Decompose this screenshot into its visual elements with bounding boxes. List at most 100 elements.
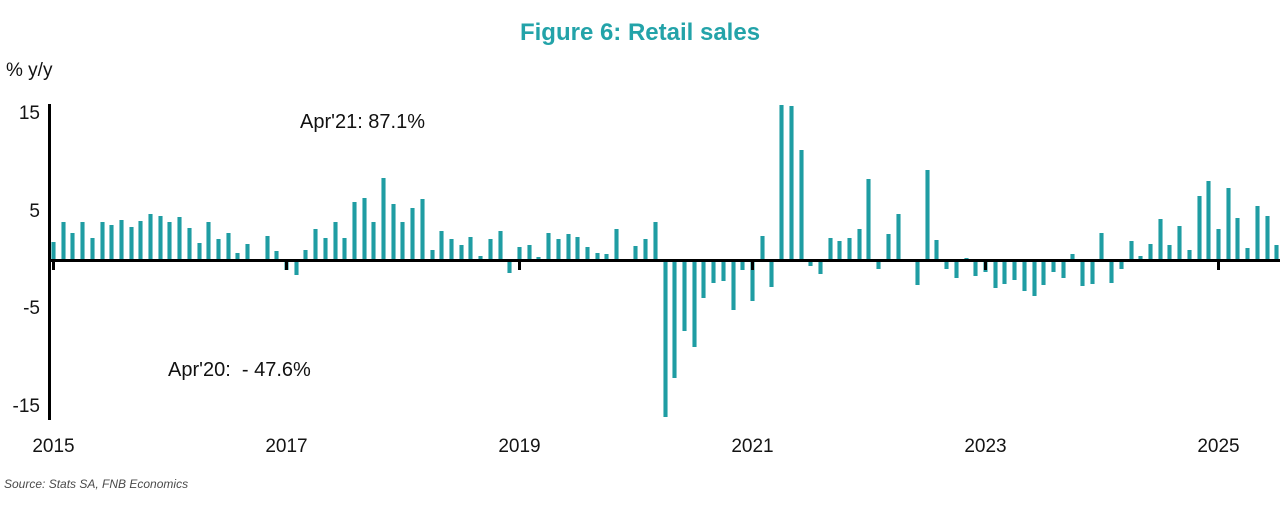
bar-2020-06 — [682, 260, 688, 331]
bar-2021-10 — [837, 241, 843, 261]
bar-2023-11 — [1080, 260, 1086, 286]
bar-2025-02 — [1225, 188, 1231, 261]
bar-2022-12 — [973, 260, 979, 277]
bar-2022-09 — [944, 260, 950, 270]
y-axis-spine — [48, 104, 51, 420]
bar-2017-02 — [293, 260, 299, 276]
bar-2018-07 — [458, 244, 464, 261]
bar-2019-02 — [526, 244, 532, 261]
bar-2016-09 — [245, 243, 251, 261]
bar-2022-01 — [866, 178, 872, 261]
bar-2025-03 — [1235, 217, 1241, 261]
bar-2021-03 — [769, 260, 775, 287]
bar-2021-11 — [847, 238, 853, 261]
bar-2022-04 — [895, 213, 901, 261]
bar-2017-10 — [371, 221, 377, 261]
x-tick-2021 — [750, 262, 754, 270]
bar-2018-08 — [468, 237, 474, 261]
bar-2024-07 — [1157, 218, 1163, 261]
bar-2015-01 — [51, 241, 56, 261]
x-tick-2023 — [983, 262, 987, 270]
bar-2023-08 — [1050, 260, 1056, 273]
x-tick-2017 — [284, 262, 288, 270]
bar-2021-07 — [808, 260, 814, 267]
bar-2019-11 — [614, 229, 620, 261]
bar-2020-12 — [740, 260, 746, 271]
bar-2017-04 — [313, 229, 319, 261]
bar-2019-09 — [594, 252, 600, 261]
bar-2016-12 — [274, 250, 280, 261]
bar-2018-10 — [487, 239, 493, 261]
bar-2015-04 — [80, 221, 86, 261]
bar-2019-04 — [546, 233, 552, 261]
bar-2015-07 — [109, 225, 115, 261]
bar-2025-04 — [1245, 247, 1251, 261]
bar-2024-12 — [1206, 180, 1212, 261]
bar-2019-06 — [565, 234, 571, 261]
bar-2021-02 — [759, 236, 765, 261]
bar-2020-03 — [652, 222, 658, 261]
bar-2024-06 — [1148, 243, 1153, 261]
bar-2015-02 — [60, 221, 66, 261]
bar-2016-06 — [216, 239, 222, 261]
bar-2015-10 — [138, 220, 144, 261]
bar-2023-04 — [1012, 260, 1018, 280]
bar-2019-05 — [555, 239, 561, 261]
x-tick-2025 — [1216, 262, 1220, 270]
bar-2017-07 — [342, 238, 348, 261]
bar-2022-10 — [953, 260, 959, 279]
bar-2021-05 — [788, 106, 794, 261]
bar-2024-04 — [1128, 241, 1134, 261]
bar-2023-05 — [1021, 260, 1027, 291]
bar-2020-04 — [662, 260, 668, 417]
bar-2023-02 — [992, 260, 998, 288]
bar-2023-12 — [1089, 260, 1095, 284]
bar-2020-08 — [701, 260, 707, 298]
bar-2019-07 — [575, 237, 581, 261]
bar-2017-11 — [381, 177, 387, 261]
figure-title: Figure 6: Retail sales — [519, 19, 761, 46]
bar-2016-08 — [235, 252, 241, 261]
bar-2019-01 — [516, 246, 522, 261]
bar-2016-05 — [206, 222, 212, 261]
bar-2025-07 — [1274, 244, 1280, 261]
bar-2022-03 — [885, 234, 891, 261]
bar-2016-04 — [196, 242, 202, 261]
bar-2024-02 — [1109, 260, 1115, 283]
bar-2025-05 — [1254, 205, 1260, 261]
bar-2024-08 — [1167, 244, 1173, 261]
bar-2016-03 — [186, 228, 192, 261]
x-tick-2019 — [517, 262, 521, 270]
y-axis-unit-label: % y/y — [6, 60, 53, 81]
source-note: Source: Stats SA, FNB Economics — [4, 477, 189, 491]
bar-2017-03 — [303, 249, 309, 261]
bar-2021-01 — [749, 260, 755, 302]
bar-2015-05 — [89, 238, 95, 261]
bar-2020-09 — [711, 260, 717, 283]
bar-2016-01 — [167, 222, 173, 261]
y-tick-label--15: -15 — [12, 395, 40, 417]
bar-2015-08 — [118, 219, 124, 261]
bar-2021-06 — [798, 150, 804, 261]
x-tick-label-2021: 2021 — [731, 436, 774, 457]
bar-2018-11 — [497, 231, 503, 261]
bar-2018-06 — [449, 239, 455, 261]
y-tick-label--5: -5 — [23, 298, 40, 320]
bar-2020-10 — [720, 260, 726, 281]
x-tick-label-2015: 2015 — [32, 436, 75, 457]
bar-2022-08 — [934, 240, 940, 261]
y-tick-label-15: 15 — [18, 103, 40, 125]
bar-2023-06 — [1031, 260, 1037, 296]
bar-2024-09 — [1177, 226, 1183, 261]
x-tick-label-2019: 2019 — [498, 436, 541, 457]
bar-2019-10 — [604, 253, 610, 261]
bar-2021-04 — [779, 104, 785, 261]
bar-2018-12 — [507, 260, 513, 274]
bar-2015-09 — [128, 227, 134, 261]
bar-2018-03 — [419, 199, 425, 261]
bar-2017-09 — [361, 198, 367, 261]
bar-2025-06 — [1264, 215, 1270, 261]
bar-2024-10 — [1186, 249, 1192, 261]
